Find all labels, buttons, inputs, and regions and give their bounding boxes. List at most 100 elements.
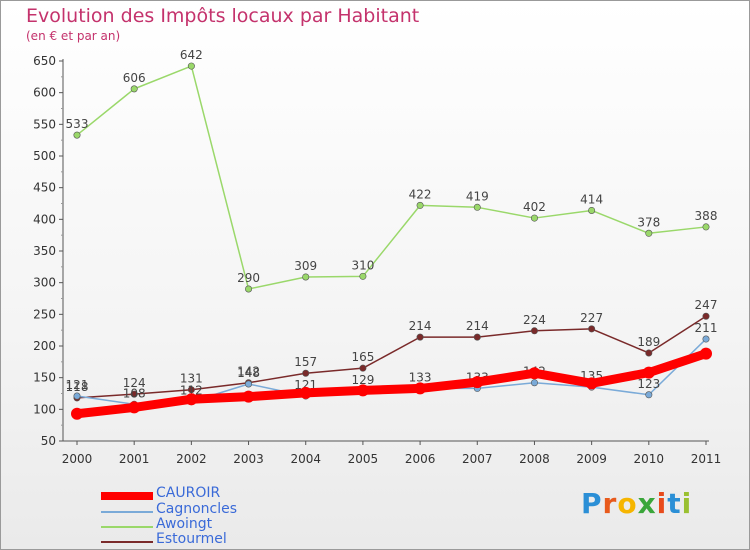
data-point-awoingt bbox=[530, 214, 538, 222]
data-point-estourmel bbox=[302, 369, 310, 377]
data-point-awoingt bbox=[416, 201, 424, 209]
x-tick-label: 2008 bbox=[519, 452, 550, 466]
x-tick-label: 2006 bbox=[405, 452, 436, 466]
data-label-cagnoncles: 121 bbox=[66, 378, 89, 392]
legend-item-cagnoncles: Cagnoncles bbox=[101, 501, 341, 519]
data-label-estourmel: 131 bbox=[180, 372, 203, 386]
data-label-cagnoncles: 123 bbox=[637, 377, 660, 391]
data-point-awoingt bbox=[702, 223, 710, 231]
data-point-awoingt bbox=[245, 285, 253, 293]
y-tick-label: 50 bbox=[41, 434, 56, 448]
y-tick-label: 650 bbox=[33, 54, 56, 68]
data-label-awoingt: 419 bbox=[466, 189, 489, 203]
x-tick-label: 2007 bbox=[462, 452, 493, 466]
y-tick-label: 250 bbox=[33, 307, 56, 321]
data-point-awoingt bbox=[645, 229, 653, 237]
data-point-awoingt bbox=[73, 131, 81, 139]
data-point-cauroir bbox=[128, 401, 141, 414]
data-point-cauroir bbox=[471, 376, 484, 389]
logo-letter: r bbox=[602, 487, 618, 520]
legend-item-cauroir: CAUROIR bbox=[101, 485, 341, 503]
logo-letter: t bbox=[667, 487, 682, 520]
data-point-estourmel bbox=[588, 325, 596, 333]
legend-item-estourmel: Estourmel bbox=[101, 531, 341, 549]
data-label-estourmel: 227 bbox=[580, 311, 603, 325]
legend-label-cagnoncles: Cagnoncles bbox=[156, 501, 238, 517]
y-tick-label: 400 bbox=[33, 212, 56, 226]
data-point-awoingt bbox=[588, 206, 596, 214]
data-label-estourmel: 124 bbox=[123, 376, 146, 390]
y-tick-label: 600 bbox=[33, 86, 56, 100]
data-label-estourmel: 224 bbox=[523, 313, 546, 327]
data-label-estourmel: 157 bbox=[294, 355, 317, 369]
data-point-cauroir bbox=[299, 386, 312, 399]
data-label-awoingt: 310 bbox=[351, 258, 374, 272]
series-line-cagnoncles bbox=[76, 338, 707, 406]
data-label-estourmel: 214 bbox=[409, 319, 432, 333]
data-label-awoingt: 606 bbox=[123, 71, 146, 85]
x-tick-label: 2009 bbox=[576, 452, 607, 466]
data-point-estourmel bbox=[530, 327, 538, 335]
data-label-awoingt: 309 bbox=[294, 259, 317, 273]
series-line-estourmel bbox=[76, 315, 707, 399]
x-tick-label: 2000 bbox=[62, 452, 93, 466]
data-label-cagnoncles: 211 bbox=[695, 321, 718, 335]
x-tick-label: 2002 bbox=[176, 452, 207, 466]
data-label-cagnoncles: 129 bbox=[351, 373, 374, 387]
y-tick-label: 350 bbox=[33, 244, 56, 258]
logo-letter: i bbox=[681, 487, 693, 520]
legend-swatch-estourmel bbox=[101, 541, 153, 543]
data-label-awoingt: 388 bbox=[695, 209, 718, 223]
data-label-awoingt: 414 bbox=[580, 192, 603, 206]
legend-swatch-awoingt bbox=[101, 526, 153, 528]
data-point-awoingt bbox=[473, 203, 481, 211]
y-tick-label: 500 bbox=[33, 149, 56, 163]
data-label-estourmel: 165 bbox=[351, 350, 374, 364]
data-point-cauroir bbox=[71, 407, 83, 420]
data-label-cagnoncles: 108 bbox=[123, 386, 146, 400]
data-point-awoingt bbox=[359, 272, 367, 280]
chart-subtitle: (en € et par an) bbox=[26, 29, 121, 43]
data-point-cauroir bbox=[185, 393, 198, 406]
legend-label-cauroir: CAUROIR bbox=[156, 485, 221, 501]
x-tick-label: 2005 bbox=[348, 452, 379, 466]
x-tick-label: 2001 bbox=[119, 452, 150, 466]
chart-title: Evolution des Impôts locaux par Habitant bbox=[26, 5, 420, 27]
data-label-cagnoncles: 148 bbox=[237, 366, 260, 380]
data-label-estourmel: 247 bbox=[695, 298, 718, 312]
legend-label-estourmel: Estourmel bbox=[156, 531, 227, 547]
data-point-cagnoncles bbox=[530, 379, 538, 387]
data-label-estourmel: 142 bbox=[237, 365, 260, 379]
series-line-cauroir bbox=[72, 349, 711, 419]
data-label-awoingt: 402 bbox=[523, 200, 546, 214]
data-point-cagnoncles bbox=[645, 391, 653, 399]
data-point-estourmel bbox=[130, 390, 138, 398]
data-point-cagnoncles bbox=[73, 392, 81, 400]
x-tick-label: 2011 bbox=[691, 452, 722, 466]
data-point-cauroir bbox=[585, 377, 598, 390]
data-label-cagnoncles: 112 bbox=[180, 384, 203, 398]
data-point-cauroir bbox=[356, 384, 369, 397]
data-point-cauroir bbox=[414, 382, 427, 395]
y-tick-label: 150 bbox=[33, 371, 56, 385]
data-label-estourmel: 189 bbox=[637, 335, 660, 349]
data-point-cauroir bbox=[642, 366, 655, 379]
y-tick-label: 300 bbox=[33, 276, 56, 290]
data-point-cauroir bbox=[528, 367, 541, 380]
x-tick-label: 2004 bbox=[290, 452, 321, 466]
data-label-awoingt: 533 bbox=[66, 117, 89, 131]
data-point-estourmel bbox=[473, 333, 481, 341]
data-point-estourmel bbox=[416, 333, 424, 341]
y-tick-label: 200 bbox=[33, 339, 56, 353]
data-label-awoingt: 642 bbox=[180, 48, 203, 62]
y-tick-label: 450 bbox=[33, 181, 56, 195]
data-point-estourmel bbox=[702, 312, 710, 320]
data-point-awoingt bbox=[302, 273, 310, 281]
legend-swatch-cauroir bbox=[101, 492, 153, 500]
data-point-estourmel bbox=[645, 349, 653, 357]
logo-letter: P bbox=[581, 487, 603, 520]
data-point-estourmel bbox=[359, 364, 367, 372]
x-tick-label: 2003 bbox=[233, 452, 264, 466]
